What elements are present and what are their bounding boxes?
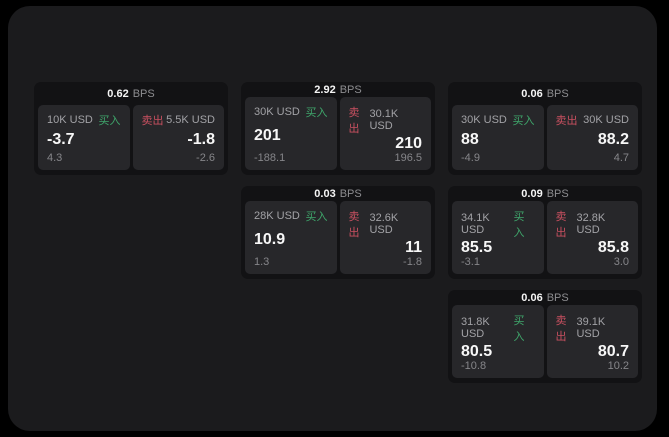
sell-size: 39.1K USD bbox=[576, 316, 606, 340]
card-header: 0.03 BPS bbox=[241, 186, 435, 201]
buy-price: -3.7 bbox=[47, 131, 75, 148]
bps-value: 2.92 bbox=[314, 83, 336, 96]
buy-delta: 4.3 bbox=[47, 152, 63, 164]
buy-side-label: 买入 bbox=[513, 211, 525, 239]
bps-suffix-label: BPS bbox=[339, 83, 362, 96]
quotes-dashboard-panel: 0.62 BPS 10K USD 买入 -3.7 4.3 卖出 5.5K USD bbox=[8, 6, 657, 431]
buy-price: 201 bbox=[254, 127, 281, 144]
card-body: 28K USD 买入 10.9 1.3 卖出 32.6K USD 11 -1.8 bbox=[241, 201, 435, 279]
sell-side-label: 卖出 bbox=[348, 107, 360, 135]
card-body: 30K USD 买入 88 -4.9 卖出 30K USD 88.2 4.7 bbox=[448, 105, 642, 175]
buy-delta: -4.9 bbox=[461, 152, 480, 164]
sell-panel[interactable]: 卖出 39.1K USD 80.7 10.2 bbox=[546, 305, 638, 378]
sell-delta: -1.8 bbox=[403, 256, 422, 268]
quote-card-3: 0.06 BPS 30K USD 买入 88 -4.9 卖出 30K USD bbox=[448, 82, 642, 175]
buy-size: 31.8K USD bbox=[461, 316, 490, 340]
buy-delta: -188.1 bbox=[254, 152, 286, 164]
card-header: 0.06 BPS bbox=[448, 82, 642, 105]
buy-delta: -10.8 bbox=[461, 360, 487, 372]
sell-delta: -2.6 bbox=[196, 152, 215, 164]
buy-panel[interactable]: 30K USD 买入 201 -188.1 bbox=[245, 97, 337, 170]
bps-suffix-label: BPS bbox=[546, 291, 569, 304]
sell-price: 85.8 bbox=[597, 239, 629, 256]
buy-size: 10K USD bbox=[47, 114, 93, 126]
sell-size: 5.5K USD bbox=[166, 114, 215, 126]
quote-card-5: 0.09 BPS 34.1K USD 买入 85.5 -3.1 卖出 32.8K… bbox=[448, 186, 642, 279]
quote-card-1: 0.62 BPS 10K USD 买入 -3.7 4.3 卖出 5.5K USD bbox=[34, 82, 228, 175]
quote-card-4: 0.03 BPS 28K USD 买入 10.9 1.3 卖出 32.6K US… bbox=[241, 186, 435, 279]
buy-panel[interactable]: 30K USD 买入 88 -4.9 bbox=[452, 105, 544, 170]
sell-panel[interactable]: 卖出 30K USD 88.2 4.7 bbox=[546, 105, 638, 170]
card-header: 0.06 BPS bbox=[448, 290, 642, 305]
bps-suffix-label: BPS bbox=[546, 187, 569, 200]
sell-size: 30.1K USD bbox=[369, 108, 399, 132]
sell-delta: 4.7 bbox=[613, 152, 629, 164]
bps-suffix-label: BPS bbox=[132, 87, 155, 100]
sell-delta: 3.0 bbox=[613, 256, 629, 268]
sell-delta: 10.2 bbox=[607, 360, 629, 372]
buy-side-label: 买入 bbox=[98, 115, 121, 127]
buy-price: 80.5 bbox=[461, 343, 493, 360]
sell-panel[interactable]: 卖出 32.8K USD 85.8 3.0 bbox=[546, 201, 638, 274]
sell-panel[interactable]: 卖出 5.5K USD -1.8 -2.6 bbox=[132, 105, 224, 170]
sell-side-label: 卖出 bbox=[348, 211, 360, 239]
sell-side-label: 卖出 bbox=[555, 115, 578, 127]
buy-panel[interactable]: 28K USD 买入 10.9 1.3 bbox=[245, 201, 337, 274]
buy-side-label: 买入 bbox=[512, 115, 535, 127]
bps-value: 0.62 bbox=[107, 87, 129, 100]
buy-side-label: 买入 bbox=[513, 315, 525, 343]
card-header: 2.92 BPS bbox=[241, 82, 435, 97]
buy-price: 88 bbox=[461, 131, 479, 148]
card-header: 0.09 BPS bbox=[448, 186, 642, 201]
sell-price: -1.8 bbox=[187, 131, 215, 148]
sell-panel[interactable]: 卖出 30.1K USD 210 196.5 bbox=[339, 97, 431, 170]
bps-suffix-label: BPS bbox=[546, 87, 569, 100]
bps-value: 0.03 bbox=[314, 187, 336, 200]
quote-card-6: 0.06 BPS 31.8K USD 买入 80.5 -10.8 卖出 39.1… bbox=[448, 290, 642, 383]
sell-panel[interactable]: 卖出 32.6K USD 11 -1.8 bbox=[339, 201, 431, 274]
buy-price: 85.5 bbox=[461, 239, 493, 256]
sell-delta: 196.5 bbox=[394, 152, 422, 164]
buy-price: 10.9 bbox=[254, 231, 286, 248]
card-header: 0.62 BPS bbox=[34, 82, 228, 105]
card-body: 10K USD 买入 -3.7 4.3 卖出 5.5K USD -1.8 -2.… bbox=[34, 105, 228, 175]
buy-side-label: 买入 bbox=[305, 107, 328, 119]
bps-suffix-label: BPS bbox=[339, 187, 362, 200]
sell-size: 30K USD bbox=[583, 114, 629, 126]
sell-side-label: 卖出 bbox=[555, 315, 567, 343]
bps-value: 0.06 bbox=[521, 87, 543, 100]
sell-price: 80.7 bbox=[597, 343, 629, 360]
sell-price: 210 bbox=[395, 135, 422, 152]
buy-delta: -3.1 bbox=[461, 256, 480, 268]
buy-delta: 1.3 bbox=[254, 256, 270, 268]
sell-size: 32.6K USD bbox=[369, 212, 399, 236]
buy-panel[interactable]: 10K USD 买入 -3.7 4.3 bbox=[38, 105, 130, 170]
buy-size: 30K USD bbox=[461, 114, 507, 126]
card-body: 30K USD 买入 201 -188.1 卖出 30.1K USD 210 1… bbox=[241, 97, 435, 175]
sell-side-label: 卖出 bbox=[141, 115, 164, 127]
sell-size: 32.8K USD bbox=[576, 212, 606, 236]
buy-size: 28K USD bbox=[254, 210, 300, 222]
sell-price: 11 bbox=[405, 239, 422, 256]
bps-value: 0.06 bbox=[521, 291, 543, 304]
buy-side-label: 买入 bbox=[305, 211, 328, 223]
quote-cards-grid: 0.62 BPS 10K USD 买入 -3.7 4.3 卖出 5.5K USD bbox=[34, 82, 642, 383]
quote-card-2: 2.92 BPS 30K USD 买入 201 -188.1 卖出 30.1K … bbox=[241, 82, 435, 175]
bps-value: 0.09 bbox=[521, 187, 543, 200]
sell-price: 88.2 bbox=[597, 131, 629, 148]
sell-side-label: 卖出 bbox=[555, 211, 567, 239]
card-body: 34.1K USD 买入 85.5 -3.1 卖出 32.8K USD 85.8… bbox=[448, 201, 642, 279]
buy-size: 34.1K USD bbox=[461, 212, 490, 236]
card-body: 31.8K USD 买入 80.5 -10.8 卖出 39.1K USD 80.… bbox=[448, 305, 642, 383]
buy-panel[interactable]: 34.1K USD 买入 85.5 -3.1 bbox=[452, 201, 544, 274]
buy-panel[interactable]: 31.8K USD 买入 80.5 -10.8 bbox=[452, 305, 544, 378]
buy-size: 30K USD bbox=[254, 106, 300, 118]
